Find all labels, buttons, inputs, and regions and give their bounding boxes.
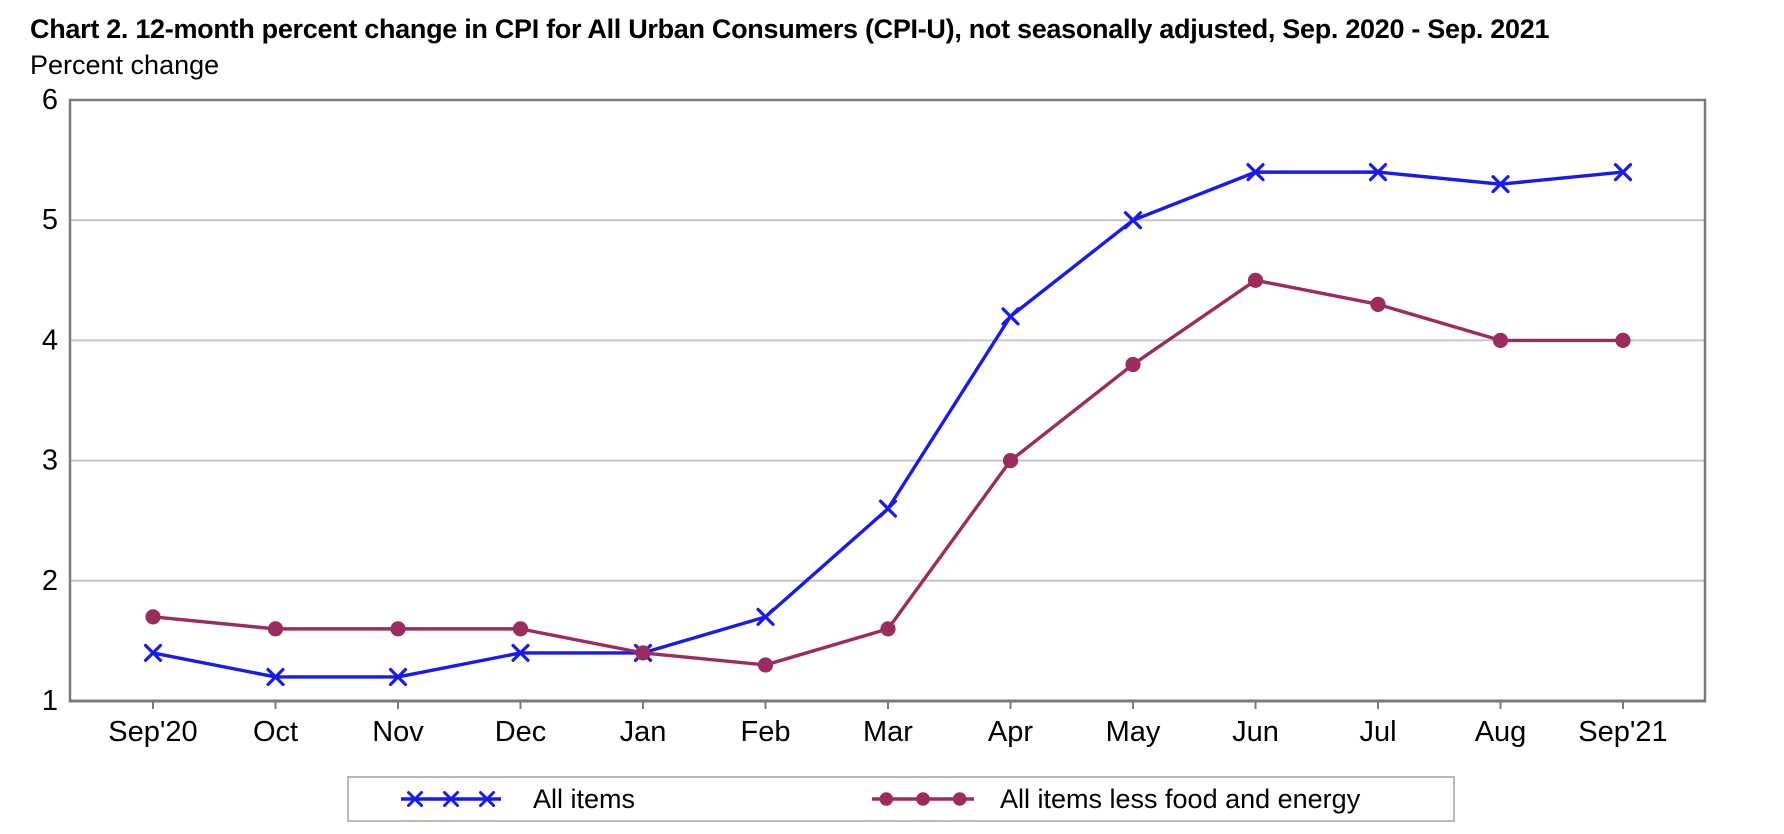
data-point-dot-marker — [267, 621, 284, 637]
data-point-dot-marker — [757, 657, 774, 673]
data-point-dot-marker — [952, 792, 967, 806]
x-tick-label: Jul — [1359, 716, 1396, 748]
all-items-line-sample-icon — [401, 791, 501, 807]
data-point-dot-marker — [1615, 332, 1631, 348]
data-point-dot-marker — [1370, 296, 1386, 312]
data-point-dot-marker — [145, 609, 161, 625]
data-point-dot-marker — [1247, 272, 1264, 288]
data-point-x-marker — [407, 791, 423, 807]
y-tick-label-4: 4 — [42, 324, 58, 356]
data-point-x-marker — [878, 499, 898, 518]
x-tick-label: Sep'20 — [108, 716, 197, 748]
x-tick-label: Oct — [253, 716, 298, 748]
series-line-0 — [152, 170, 1624, 679]
x-tick-label: Mar — [863, 716, 913, 748]
data-point-dot-marker — [390, 621, 406, 637]
data-point-dot-marker — [1002, 453, 1019, 469]
data-point-dot-marker — [1492, 332, 1509, 348]
x-tick-label: Dec — [495, 716, 547, 748]
data-point-x-marker — [143, 643, 163, 663]
data-point-x-marker — [1246, 163, 1265, 182]
data-point-x-marker — [1368, 163, 1388, 182]
chart-legend: All items All items less food and energy — [347, 776, 1455, 822]
data-point-dot-marker — [916, 792, 930, 806]
chart-title: Chart 2. 12-month percent change in CPI … — [30, 14, 1550, 44]
data-point-dot-marker — [880, 621, 896, 637]
legend-label-core: All items less food and energy — [1000, 783, 1361, 814]
data-point-x-marker — [1123, 211, 1143, 230]
data-point-x-marker — [388, 667, 408, 687]
data-point-x-marker — [266, 667, 285, 687]
data-point-dot-marker — [635, 645, 651, 661]
y-tick-label-5: 5 — [42, 204, 58, 236]
y-tick-label-3: 3 — [42, 445, 58, 477]
y-tick-label-6: 6 — [42, 84, 58, 116]
x-tick-label: Feb — [741, 716, 791, 748]
plot-border — [68, 98, 1707, 703]
data-point-dot-marker — [1125, 356, 1141, 373]
legend-label-all-items: All items — [533, 783, 636, 814]
x-tick-label: May — [1106, 716, 1161, 748]
data-point-x-marker — [479, 791, 495, 807]
x-tick-label: Jun — [1232, 716, 1279, 748]
legend-item-core: All items less food and energy — [872, 778, 1360, 820]
data-point-dot-marker — [512, 621, 529, 637]
y-tick-label-2: 2 — [42, 565, 58, 597]
x-tick-label: Nov — [372, 716, 424, 748]
data-point-x-marker — [1491, 175, 1510, 194]
data-point-dot-marker — [879, 792, 894, 806]
core-line-sample-icon — [872, 792, 974, 806]
x-tick-label: Jan — [620, 716, 667, 748]
y-axis-unit-label: Percent change — [30, 50, 220, 80]
data-point-x-marker — [1613, 163, 1633, 182]
data-point-x-marker — [443, 791, 459, 807]
data-point-x-marker — [1001, 307, 1020, 326]
x-tick-label: Apr — [988, 716, 1033, 748]
data-point-x-marker — [511, 643, 530, 663]
x-tick-label: Sep'21 — [1578, 716, 1667, 748]
legend-item-all-items: All items — [401, 778, 635, 820]
x-tick-label: Aug — [1475, 716, 1527, 748]
data-point-x-marker — [756, 607, 775, 626]
series-line-1 — [152, 278, 1623, 667]
y-tick-label-1: 1 — [42, 685, 58, 717]
